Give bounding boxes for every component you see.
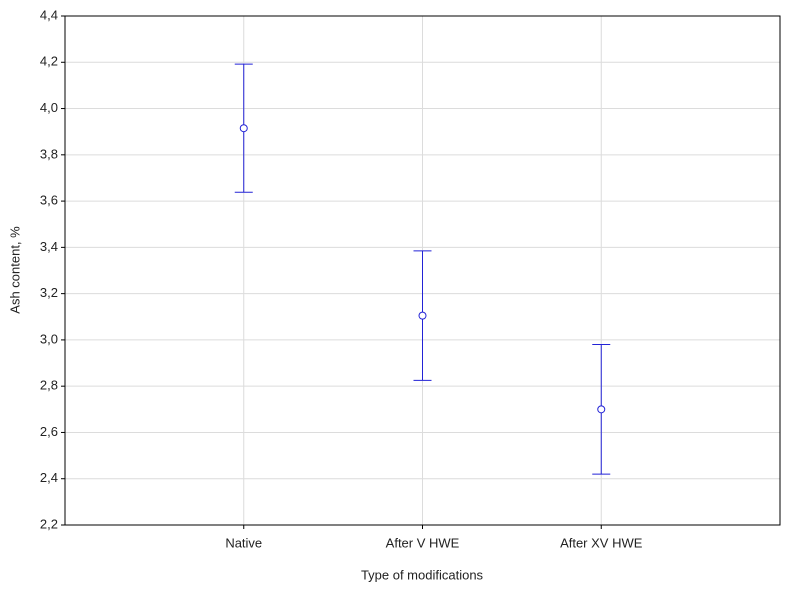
x-tick-label: Native bbox=[225, 535, 262, 550]
y-tick-label: 4,0 bbox=[40, 100, 58, 115]
y-tick-label: 3,4 bbox=[40, 239, 58, 254]
y-tick-label: 4,2 bbox=[40, 54, 58, 69]
y-tick-label: 3,2 bbox=[40, 285, 58, 300]
y-tick-label: 2,6 bbox=[40, 424, 58, 439]
y-tick-label: 3,8 bbox=[40, 146, 58, 161]
y-tick-label: 3,6 bbox=[40, 193, 58, 208]
mean-marker bbox=[418, 311, 427, 320]
x-tick-label: After XV HWE bbox=[560, 535, 643, 550]
y-axis-label: Ash content, % bbox=[7, 226, 22, 314]
y-tick-label: 2,2 bbox=[40, 516, 58, 531]
y-tick-label: 4,4 bbox=[40, 7, 58, 22]
x-axis-label: Type of modifications bbox=[361, 567, 484, 582]
mean-marker bbox=[239, 124, 248, 133]
x-tick-label: After V HWE bbox=[386, 535, 460, 550]
y-tick-label: 2,8 bbox=[40, 378, 58, 393]
y-tick-label: 2,4 bbox=[40, 470, 58, 485]
mean-marker bbox=[597, 405, 606, 414]
plot-frame bbox=[64, 15, 781, 526]
y-tick-label: 3,0 bbox=[40, 331, 58, 346]
